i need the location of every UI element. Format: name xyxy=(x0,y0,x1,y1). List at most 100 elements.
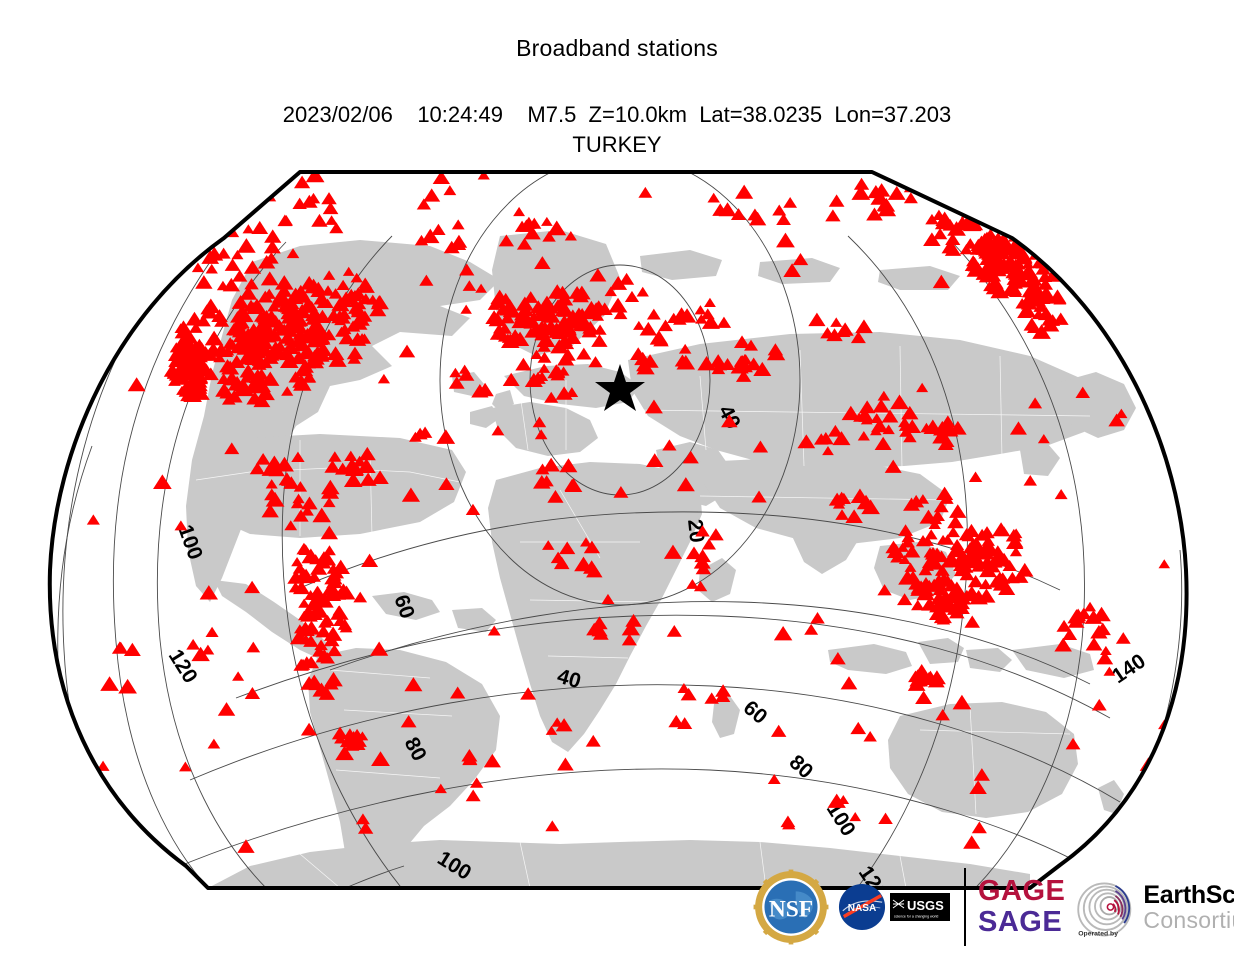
station-marker[interactable] xyxy=(855,319,873,334)
station-marker[interactable] xyxy=(939,492,954,504)
station-marker[interactable] xyxy=(361,553,379,567)
station-marker[interactable] xyxy=(370,641,389,656)
station-marker[interactable] xyxy=(334,733,347,744)
station-marker[interactable] xyxy=(251,220,269,235)
station-marker[interactable] xyxy=(1056,619,1072,632)
station-marker[interactable] xyxy=(850,488,870,503)
station-marker[interactable] xyxy=(537,341,551,352)
station-marker[interactable] xyxy=(984,542,997,552)
station-marker[interactable] xyxy=(841,405,861,421)
station-marker[interactable] xyxy=(342,461,359,474)
station-marker[interactable] xyxy=(431,223,446,235)
station-marker[interactable] xyxy=(300,722,318,736)
station-marker[interactable] xyxy=(533,474,551,489)
station-marker[interactable] xyxy=(293,509,309,522)
station-marker[interactable] xyxy=(279,215,294,226)
station-marker[interactable] xyxy=(592,627,609,640)
station-marker[interactable] xyxy=(576,347,592,360)
station-marker[interactable] xyxy=(596,302,613,315)
station-marker[interactable] xyxy=(1014,250,1033,265)
station-marker[interactable] xyxy=(230,339,248,354)
station-marker[interactable] xyxy=(827,424,843,437)
station-marker[interactable] xyxy=(332,605,345,616)
station-marker[interactable] xyxy=(990,283,1010,299)
station-marker[interactable] xyxy=(923,547,937,558)
station-marker[interactable] xyxy=(278,345,295,359)
station-marker[interactable] xyxy=(832,431,851,446)
station-marker[interactable] xyxy=(1028,274,1043,286)
station-marker[interactable] xyxy=(502,372,520,386)
station-marker[interactable] xyxy=(443,185,457,196)
station-marker[interactable] xyxy=(436,429,456,444)
station-marker[interactable] xyxy=(904,562,917,572)
station-marker[interactable] xyxy=(328,451,342,462)
station-marker[interactable] xyxy=(493,323,506,334)
station-marker[interactable] xyxy=(314,555,332,569)
station-marker[interactable] xyxy=(323,545,336,556)
station-marker[interactable] xyxy=(1062,628,1078,641)
station-marker[interactable] xyxy=(516,237,533,250)
station-marker[interactable] xyxy=(232,269,248,282)
station-marker[interactable] xyxy=(234,306,251,319)
station-marker[interactable] xyxy=(539,323,553,334)
station-marker[interactable] xyxy=(236,380,253,393)
station-marker[interactable] xyxy=(283,476,300,489)
station-marker[interactable] xyxy=(228,354,246,368)
station-marker[interactable] xyxy=(963,523,980,538)
station-marker[interactable] xyxy=(589,268,607,282)
station-marker[interactable] xyxy=(416,198,431,210)
station-marker[interactable] xyxy=(712,203,729,216)
station-marker[interactable] xyxy=(1101,233,1115,245)
station-marker[interactable] xyxy=(1115,632,1131,644)
station-marker[interactable] xyxy=(300,656,313,666)
station-marker[interactable] xyxy=(921,560,935,571)
station-marker[interactable] xyxy=(704,297,716,308)
station-marker[interactable] xyxy=(582,300,601,316)
station-marker[interactable] xyxy=(302,620,321,635)
station-marker[interactable] xyxy=(458,368,475,381)
station-marker[interactable] xyxy=(646,308,661,320)
station-marker[interactable] xyxy=(1091,698,1107,711)
station-marker[interactable] xyxy=(298,610,311,621)
station-marker[interactable] xyxy=(963,835,981,849)
station-marker[interactable] xyxy=(830,317,843,327)
station-marker[interactable] xyxy=(680,687,697,701)
station-marker[interactable] xyxy=(890,551,905,563)
station-marker[interactable] xyxy=(253,354,266,365)
station-marker[interactable] xyxy=(322,497,336,508)
station-marker[interactable] xyxy=(923,419,943,434)
station-marker[interactable] xyxy=(513,206,526,217)
station-marker[interactable] xyxy=(298,598,311,608)
station-marker[interactable] xyxy=(881,409,899,423)
station-marker[interactable] xyxy=(244,580,261,594)
station-marker[interactable] xyxy=(86,514,100,525)
station-marker[interactable] xyxy=(550,369,565,381)
station-marker[interactable] xyxy=(247,379,265,394)
station-marker[interactable] xyxy=(491,425,505,436)
station-marker[interactable] xyxy=(262,309,281,324)
station-marker[interactable] xyxy=(890,394,909,410)
station-marker[interactable] xyxy=(438,477,455,491)
station-marker[interactable] xyxy=(237,238,256,253)
station-marker[interactable] xyxy=(837,794,850,805)
station-marker[interactable] xyxy=(940,534,955,545)
station-marker[interactable] xyxy=(1028,397,1043,409)
station-marker[interactable] xyxy=(695,525,710,537)
station-marker[interactable] xyxy=(345,320,361,332)
station-marker[interactable] xyxy=(423,188,441,202)
station-marker[interactable] xyxy=(588,356,603,368)
station-marker[interactable] xyxy=(329,222,344,234)
station-marker[interactable] xyxy=(284,520,298,531)
station-marker[interactable] xyxy=(673,307,690,320)
station-marker[interactable] xyxy=(256,385,275,401)
station-marker[interactable] xyxy=(1085,637,1103,651)
station-marker[interactable] xyxy=(559,541,576,555)
station-marker[interactable] xyxy=(544,391,559,403)
station-marker[interactable] xyxy=(553,319,572,335)
station-marker[interactable] xyxy=(638,186,653,198)
station-marker[interactable] xyxy=(527,217,542,229)
station-marker[interactable] xyxy=(342,266,355,276)
station-marker[interactable] xyxy=(222,277,241,292)
station-marker[interactable] xyxy=(356,278,375,293)
station-marker[interactable] xyxy=(275,456,294,472)
